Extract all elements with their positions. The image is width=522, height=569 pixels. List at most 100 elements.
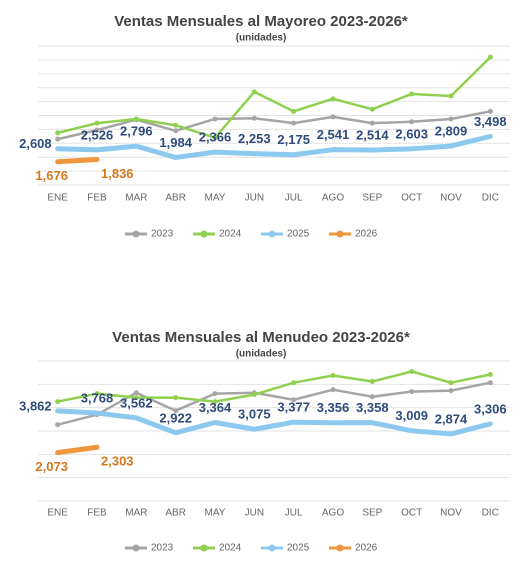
point (251, 115, 257, 121)
x-tick-label: MAY (205, 508, 226, 519)
data-label: 3,377 (277, 400, 310, 415)
x-tick-label: ABR (165, 508, 186, 519)
data-label: 1,676 (35, 168, 68, 183)
point (212, 399, 218, 405)
data-label: 2,514 (356, 127, 389, 142)
point (448, 388, 454, 394)
legend-label: 2025 (287, 229, 310, 240)
legend-label: 2023 (151, 543, 174, 554)
series-line (55, 444, 100, 456)
point (212, 391, 218, 397)
data-label: 2,175 (277, 132, 310, 147)
legend-label: 2026 (355, 543, 378, 554)
data-label: 3,356 (317, 400, 350, 415)
data-label: 3,358 (356, 400, 389, 415)
x-tick-label: AGO (322, 508, 344, 519)
series-line (55, 408, 493, 437)
chart-title: Ventas Mensuales al Mayoreo 2023-2026* (114, 13, 408, 30)
legend-label: 2023 (151, 229, 174, 240)
point (330, 387, 336, 393)
point (94, 391, 100, 397)
point (133, 116, 139, 122)
point (487, 380, 493, 386)
point (94, 127, 100, 133)
point (173, 408, 179, 414)
legend-dot (336, 544, 344, 552)
chart-title: Ventas Mensuales al Menudeo 2023-2026* (112, 329, 410, 346)
point (133, 395, 139, 401)
legend-dot (268, 544, 276, 552)
legend-dot (200, 230, 208, 238)
data-label: 2,874 (435, 411, 468, 426)
legend-dot (132, 544, 140, 552)
x-tick-label: SEP (362, 508, 382, 519)
x-tick-label: ABR (165, 193, 186, 204)
x-tick-label: NOV (440, 508, 462, 519)
x-tick-label: MAY (205, 193, 226, 204)
legend-dot (268, 230, 276, 238)
point (173, 395, 179, 401)
chart-subtitle: (unidades) (236, 33, 287, 44)
legend-dot (200, 544, 208, 552)
legend-label: 2024 (219, 229, 242, 240)
point (173, 128, 179, 134)
point (251, 392, 257, 398)
x-tick-label: JUL (285, 193, 303, 204)
point (251, 89, 257, 95)
x-tick-label: OCT (401, 193, 422, 204)
legend-dot (336, 230, 344, 238)
point (330, 114, 336, 120)
data-label: 3,075 (238, 407, 271, 422)
data-label: 1,836 (101, 166, 134, 181)
point (409, 91, 415, 97)
x-tick-label: ENE (47, 193, 68, 204)
point (173, 122, 179, 128)
x-tick-label: JUN (245, 508, 264, 519)
legend-label: 2026 (355, 229, 378, 240)
x-tick-label: MAR (125, 193, 147, 204)
x-tick-label: JUL (285, 508, 303, 519)
point (55, 136, 61, 142)
data-label: 3,009 (395, 408, 428, 423)
point (409, 369, 415, 374)
data-label: 1,984 (159, 135, 192, 150)
series-line (56, 110, 492, 141)
point (94, 120, 100, 126)
point (448, 116, 454, 122)
data-label: 3,364 (199, 400, 232, 415)
x-tick-label: FEB (87, 508, 107, 519)
point (369, 379, 375, 385)
data-label: 2,809 (435, 123, 468, 138)
x-tick-label: OCT (401, 508, 422, 519)
point (55, 130, 61, 136)
point (448, 380, 454, 386)
point (55, 399, 61, 405)
x-tick-label: NOV (440, 193, 462, 204)
series-line (56, 55, 492, 139)
point (133, 390, 139, 396)
x-tick-label: DIC (482, 508, 499, 519)
point (369, 394, 375, 400)
x-tick-label: FEB (87, 193, 107, 204)
chart-subtitle: (unidades) (236, 349, 287, 360)
data-label: 2,073 (35, 459, 68, 474)
data-label: 2,526 (81, 127, 114, 142)
data-label: 3,498 (474, 114, 507, 129)
x-tick-label: DIC (482, 193, 499, 204)
data-label: 2,603 (395, 126, 428, 141)
point (291, 397, 297, 403)
series-line (55, 133, 493, 160)
data-label: 2,608 (19, 136, 52, 151)
data-label: 3,562 (120, 395, 153, 410)
data-label: 2,922 (159, 410, 192, 425)
data-label: 2,253 (238, 131, 271, 146)
point (55, 422, 61, 428)
point (409, 119, 415, 125)
x-tick-label: AGO (322, 193, 344, 204)
point (212, 116, 218, 122)
point (409, 389, 415, 395)
data-label: 2,366 (199, 130, 232, 145)
point (487, 54, 493, 60)
data-label: 2,541 (317, 127, 350, 142)
